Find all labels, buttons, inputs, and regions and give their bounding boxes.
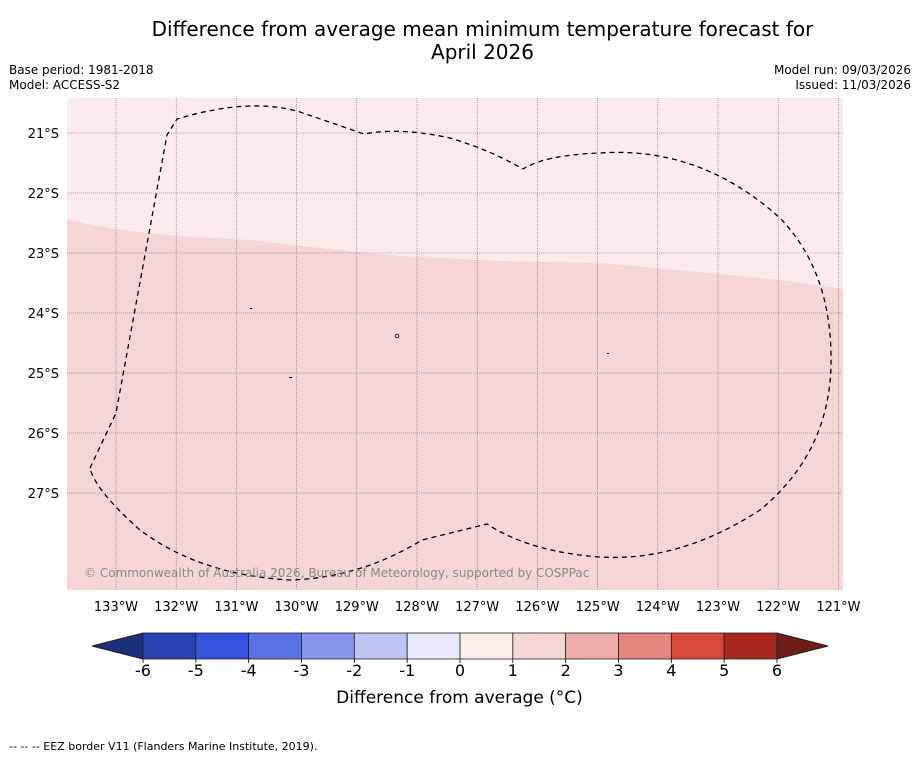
lat-label: 23°S: [28, 247, 59, 262]
lon-label: 121°W: [816, 600, 860, 615]
lon-label: 132°W: [154, 600, 198, 615]
lon-label: 122°W: [756, 600, 800, 615]
colorbar-tick-label: 5: [719, 661, 729, 680]
title-line-1: Difference from average mean minimum tem…: [151, 17, 814, 41]
lat-label: 25°S: [28, 367, 59, 382]
colorbar-tick-label: -6: [135, 661, 151, 680]
lon-label: 127°W: [455, 600, 499, 615]
island-marker: [250, 308, 252, 309]
colorbar-box: [512, 632, 567, 660]
colorbar-tick-label: -2: [346, 661, 362, 680]
colorbar-tick-label: 1: [508, 661, 518, 680]
colorbar-box: [353, 632, 408, 660]
lon-label: 133°W: [94, 600, 138, 615]
copyright-text: © Commonwealth of Australia 2026, Bureau…: [84, 566, 589, 580]
model-name: Model: ACCESS-S2: [9, 78, 121, 92]
colorbar-tick-label: 6: [772, 661, 782, 680]
island-marker: [394, 333, 400, 339]
colorbar-box: [670, 632, 725, 660]
colorbar-box: [195, 632, 250, 660]
lon-label: 129°W: [335, 600, 379, 615]
longitude-gridlines: [115, 98, 839, 590]
colorbar: -6 -5 -4 -3 -2 -1 0 1 2 3 4 5 6: [91, 632, 829, 680]
issued-date: Issued: 11/03/2026: [795, 78, 911, 92]
map-panel: [67, 98, 843, 590]
colorbar-tick-label: 0: [455, 661, 465, 680]
title-line-2: April 2026: [431, 40, 534, 64]
colorbar-under-arrow: [91, 632, 144, 660]
island-marker: [607, 353, 609, 354]
colorbar-tick-label: -4: [241, 661, 257, 680]
lon-label: 124°W: [636, 600, 680, 615]
colorbar-tick-label: -3: [294, 661, 310, 680]
latitude-labels: 21°S 22°S 23°S 24°S 25°S 26°S 27°S: [28, 127, 59, 502]
longitude-labels: 133°W 132°W 131°W 130°W 129°W 128°W 127°W 126°W…: [94, 600, 861, 615]
lon-label: 128°W: [395, 600, 439, 615]
colorbar-box: [459, 632, 514, 660]
colorbar-box: [301, 632, 355, 660]
lat-label: 24°S: [28, 307, 59, 322]
colorbar-box: [565, 632, 619, 660]
lat-label: 21°S: [28, 127, 59, 142]
meta-left: Base period: 1981-2018 Model: ACCESS-S2: [9, 63, 154, 93]
lon-label: 123°W: [696, 600, 740, 615]
colorbar-box: [723, 632, 778, 660]
colorbar-boxes: [142, 632, 778, 660]
footnote: -- -- -- EEZ border V11 (Flanders Marine…: [9, 740, 318, 753]
lon-label: 131°W: [214, 600, 258, 615]
colorbar-tick-label: -5: [188, 661, 204, 680]
colorbar-tick-label: 2: [561, 661, 571, 680]
region-2-to-3: [67, 220, 843, 590]
lon-label: 125°W: [576, 600, 620, 615]
colorbar-tick-label: 4: [666, 661, 676, 680]
island-marker: [289, 377, 292, 378]
meta-right: Model run: 09/03/2026 Issued: 11/03/2026: [774, 63, 911, 93]
colorbar-box: [406, 632, 461, 660]
colorbar-tick-label: -1: [399, 661, 415, 680]
colorbar-ticks: -6 -5 -4 -3 -2 -1 0 1 2 3 4 5 6: [135, 659, 782, 680]
lon-label: 126°W: [515, 600, 559, 615]
colorbar-box: [248, 632, 302, 660]
colorbar-label: Difference from average (°C): [336, 688, 583, 708]
lat-label: 26°S: [28, 427, 59, 442]
model-run: Model run: 09/03/2026: [773, 63, 911, 77]
latitude-gridlines: [67, 132, 843, 494]
colorbar-over-arrow: [776, 632, 829, 660]
lon-label: 130°W: [275, 600, 319, 615]
colorbar-box: [618, 632, 672, 660]
lat-label: 27°S: [28, 487, 59, 502]
base-period: Base period: 1981-2018: [9, 63, 154, 77]
small-islands: [250, 308, 609, 378]
chart-title: Difference from average mean minimum tem…: [0, 18, 919, 64]
eez-border: [89, 105, 832, 581]
colorbar-tick-label: 3: [613, 661, 623, 680]
lat-label: 22°S: [28, 187, 59, 202]
colorbar-box: [142, 632, 197, 660]
